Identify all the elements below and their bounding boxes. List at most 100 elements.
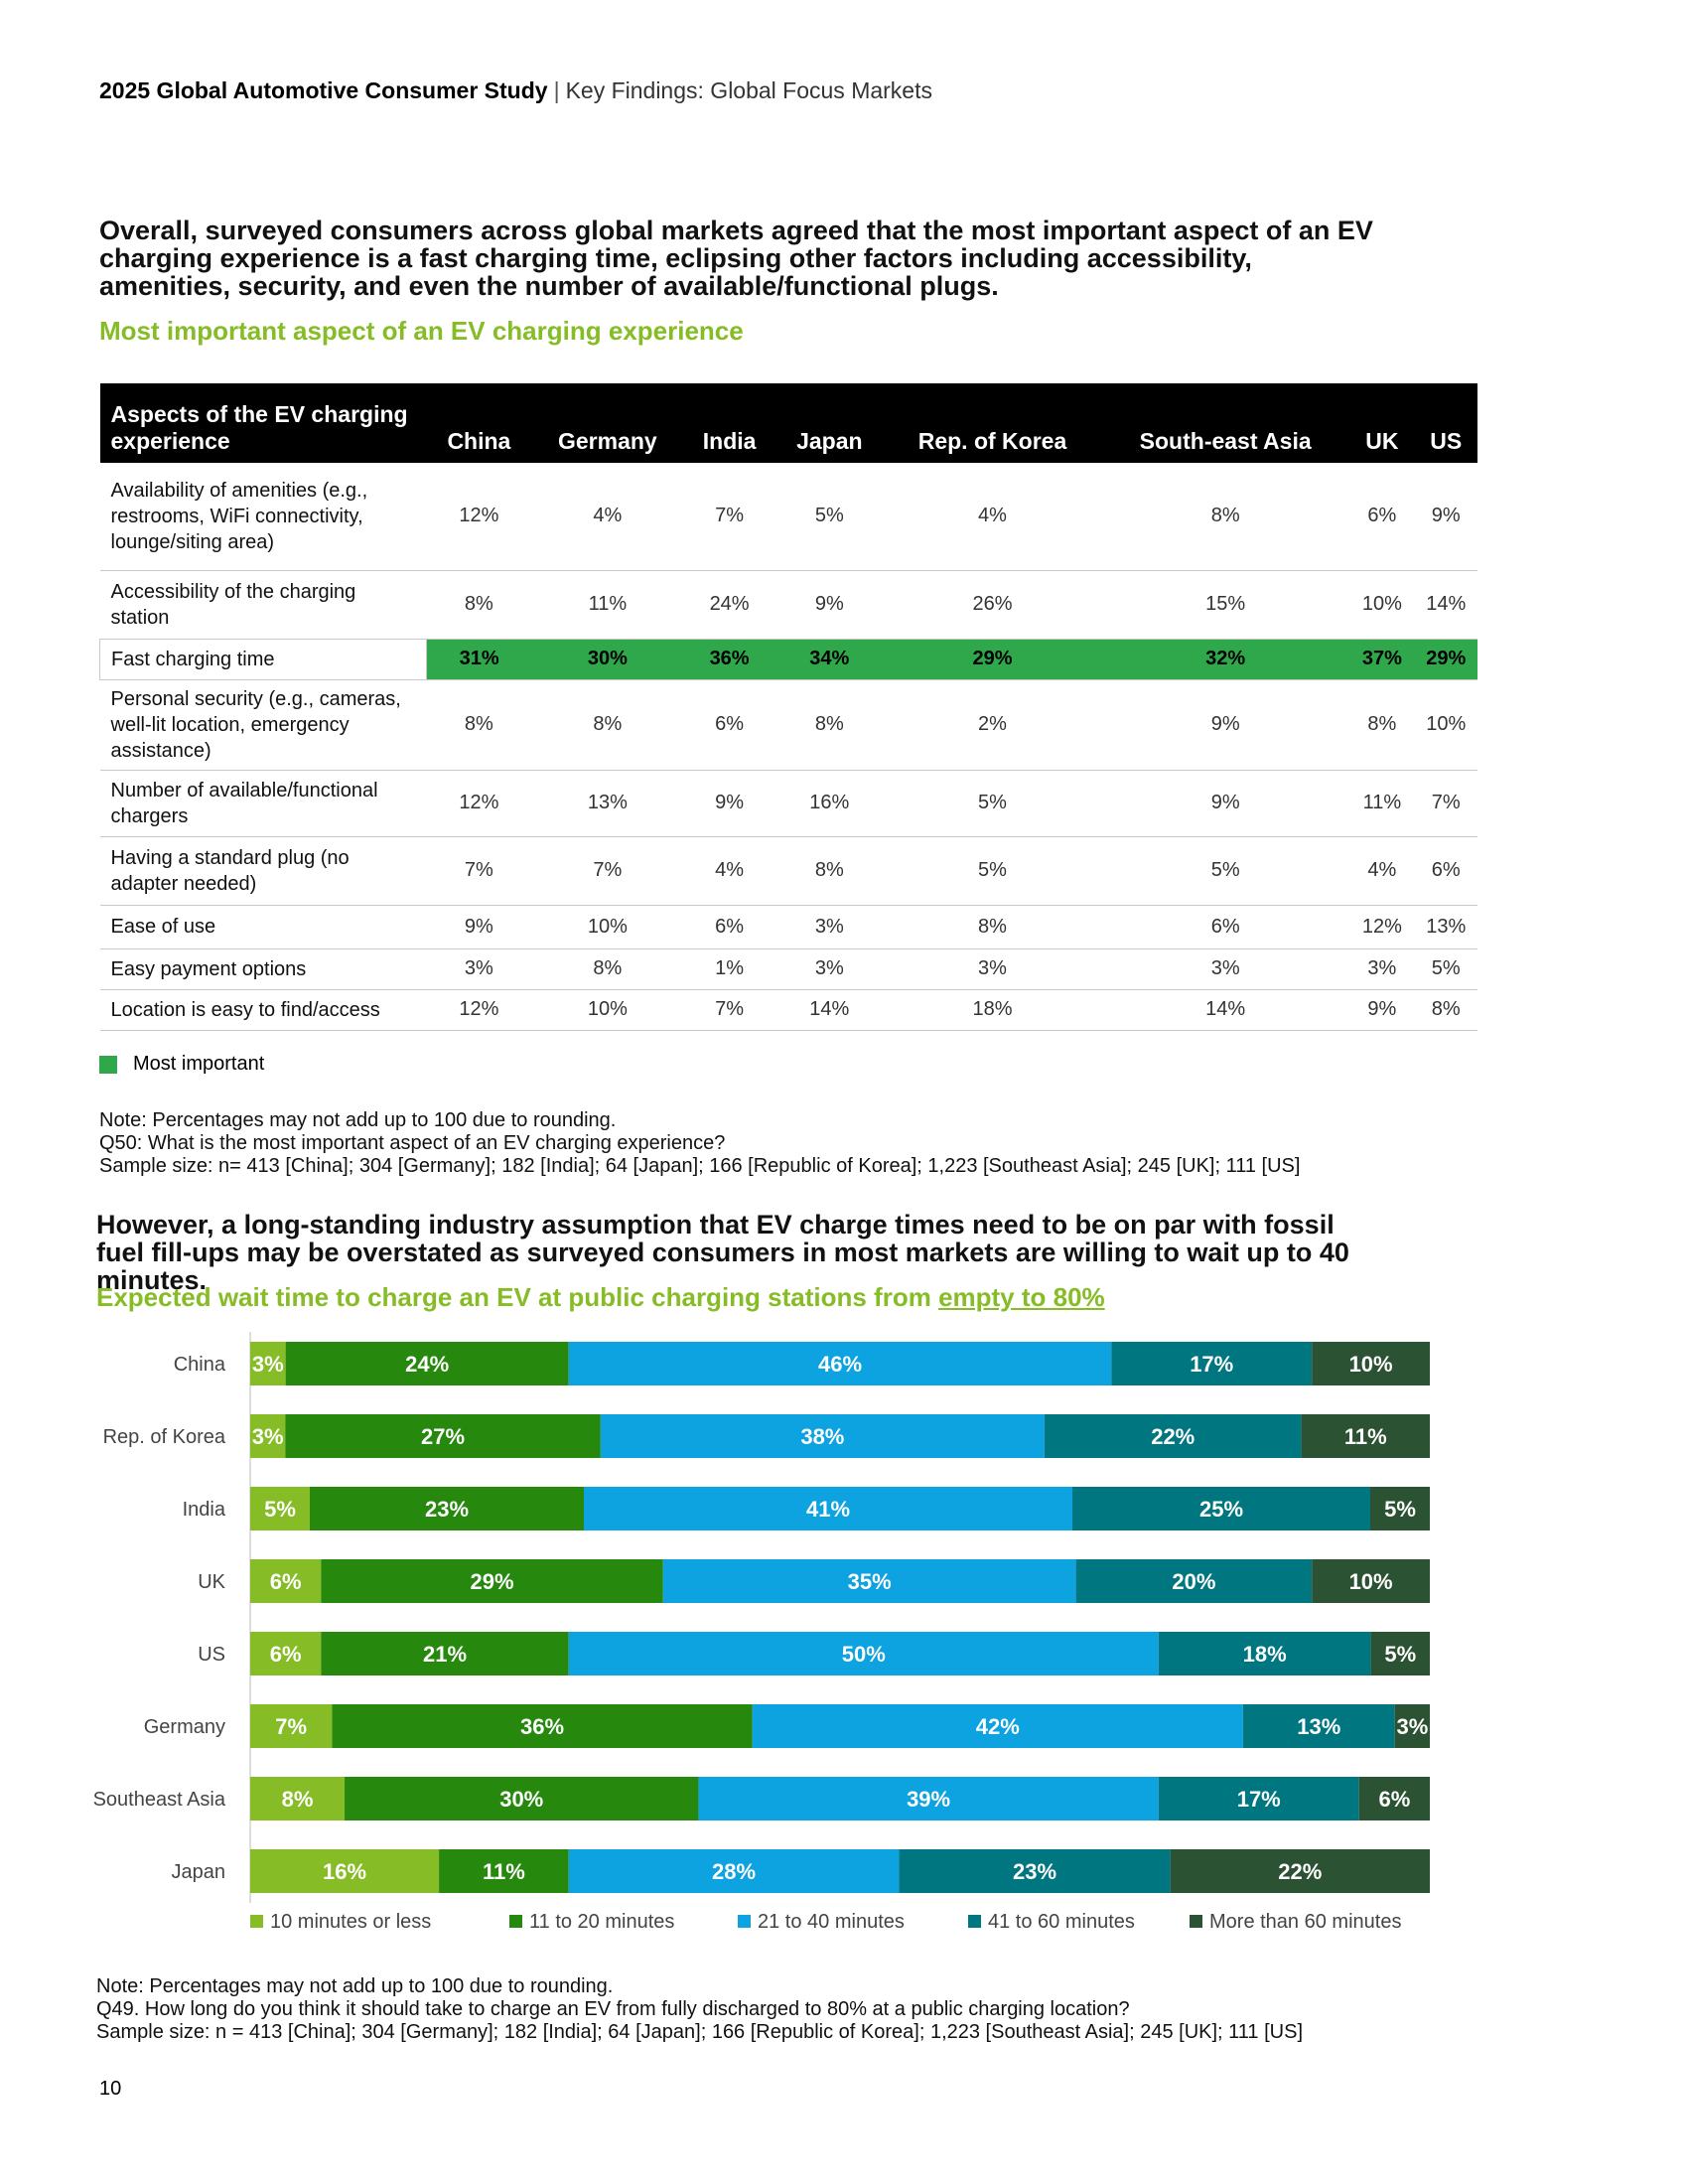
table-cell: 31%: [426, 639, 532, 680]
headline-charging-aspects: Overall, surveyed consumers across globa…: [99, 216, 1373, 301]
data-label: 17%: [1190, 1352, 1233, 1377]
table-cell: 37%: [1349, 639, 1415, 680]
bar-segment: [1370, 1632, 1430, 1675]
table-row: Location is easy to find/access 12% 10% 7% 1…: [99, 989, 1477, 1031]
table-cell: 1%: [683, 948, 775, 990]
aspect-label: Location is easy to find/access: [99, 989, 427, 1031]
data-label: 11%: [1344, 1424, 1387, 1449]
aspects-table: Aspects of the EV charging experience Ch…: [99, 383, 1477, 1031]
table-cell: 6%: [683, 679, 775, 771]
data-label: 20%: [1172, 1569, 1215, 1594]
data-label: 42%: [976, 1714, 1020, 1739]
table-row: Ease of use 9% 10% 6% 3% 8% 6% 12% 13%: [99, 905, 1477, 949]
bar-segment: [1242, 1704, 1395, 1748]
bar-segment: [250, 1777, 346, 1820]
category-label: Germany: [144, 1716, 225, 1738]
aspect-label: Availability of amenities (e.g., restroo…: [99, 463, 427, 571]
table-cell: 9%: [426, 905, 532, 949]
aspect-label: Personal security (e.g., cameras, well-l…: [99, 679, 427, 771]
wait-time-chart: China 3% 24% 46% 17% 10% Rep. of Korea 3% 27% 38%…: [93, 1332, 1430, 1933]
table-cell: 10%: [1349, 570, 1415, 640]
table-cell: 8%: [531, 679, 684, 771]
table-cell: 4%: [531, 463, 684, 571]
data-label: 13%: [1297, 1714, 1340, 1739]
aspect-label: Ease of use: [99, 905, 427, 949]
table-header-col: Germany: [531, 383, 684, 463]
table-row: Availability of amenities (e.g., restroo…: [99, 463, 1477, 571]
table-header-row: Aspects of the EV charging experience Ch…: [99, 383, 1477, 463]
note-line: Q49. How long do you think it should tak…: [96, 1998, 1130, 2020]
table-header-col: Japan: [774, 383, 884, 463]
table-row: Fast charging time 31% 30% 36% 34% 29% 32% 37% 2…: [99, 638, 1477, 680]
table-cell: 8%: [1414, 989, 1477, 1031]
bar-segment: [568, 1342, 1112, 1385]
bar-segment: [1075, 1559, 1313, 1603]
category-label: US: [198, 1644, 225, 1666]
data-label: 39%: [907, 1787, 950, 1812]
table-cell: 8%: [1349, 679, 1415, 771]
report-header: 2025 Global Automotive Consumer Study | Ke…: [99, 77, 932, 104]
table-cell: 13%: [1414, 905, 1477, 949]
data-label: 28%: [712, 1859, 756, 1884]
table-header-col: South-east Asia: [1101, 383, 1350, 463]
table-cell: 5%: [1414, 948, 1477, 990]
bar-segment: [1158, 1632, 1371, 1675]
bar-segment: [321, 1559, 663, 1603]
bar-segment: [584, 1487, 1072, 1530]
table-cell: 8%: [1101, 463, 1350, 571]
bar-segment: [1170, 1849, 1430, 1893]
legend-label: More than 60 minutes: [1209, 1911, 1401, 1933]
aspect-label: Number of available/functional chargers: [99, 770, 427, 837]
table-cell: 7%: [683, 989, 775, 1031]
data-label: 38%: [800, 1424, 844, 1449]
note-line: Note: Percentages may not add up to 100 …: [99, 1109, 617, 1131]
table-cell: 8%: [426, 679, 532, 771]
bar-segment: [250, 1342, 286, 1385]
data-label: 3%: [252, 1424, 284, 1449]
chart-note: Note: Percentages may not add up to 100 …: [96, 1975, 1303, 2044]
bar-segment: [698, 1777, 1159, 1820]
table-header-col: UK: [1349, 383, 1415, 463]
bar-segment: [250, 1414, 286, 1458]
data-label: 3%: [252, 1352, 284, 1377]
legend-swatch: [509, 1915, 522, 1928]
table-cell: 7%: [426, 836, 532, 906]
table-cell: 4%: [883, 463, 1102, 571]
table-cell: 10%: [1414, 679, 1477, 771]
table-cell: 34%: [774, 639, 884, 680]
data-label: 29%: [471, 1569, 514, 1594]
note-line: Note: Percentages may not add up to 100 …: [96, 1975, 614, 1997]
data-label: 10%: [1349, 1352, 1393, 1377]
data-label: 46%: [818, 1352, 862, 1377]
page-number: 10: [99, 2078, 122, 2100]
table-cell: 3%: [774, 905, 884, 949]
data-label: 21%: [423, 1642, 467, 1667]
data-label: 16%: [323, 1859, 366, 1884]
table-cell: 7%: [1414, 770, 1477, 837]
table-note: Note: Percentages may not add up to 100 …: [99, 1109, 1300, 1178]
data-label: 6%: [1378, 1787, 1410, 1812]
table-cell: 18%: [883, 989, 1102, 1031]
bar-segment: [345, 1777, 699, 1820]
table-cell: 5%: [1101, 836, 1350, 906]
table-cell: 10%: [531, 989, 684, 1031]
data-label: 10%: [1349, 1569, 1393, 1594]
bar-segment: [250, 1559, 322, 1603]
table-cell: 12%: [426, 989, 532, 1031]
table-cell: 8%: [774, 679, 884, 771]
category-label: Japan: [172, 1861, 226, 1883]
table-cell: 11%: [1349, 770, 1415, 837]
data-label: 27%: [421, 1424, 465, 1449]
bar-segment: [321, 1632, 569, 1675]
table-header-aspects: Aspects of the EV charging experience: [99, 383, 427, 463]
data-label: 41%: [806, 1497, 850, 1522]
data-label: 22%: [1151, 1424, 1195, 1449]
aspect-label: Easy payment options: [99, 948, 427, 990]
data-label: 35%: [848, 1569, 892, 1594]
table-cell: 5%: [883, 836, 1102, 906]
bar-segment: [1072, 1487, 1370, 1530]
data-label: 24%: [405, 1352, 449, 1377]
table-cell: 13%: [531, 770, 684, 837]
table-header-col: India: [683, 383, 775, 463]
data-label: 17%: [1237, 1787, 1281, 1812]
